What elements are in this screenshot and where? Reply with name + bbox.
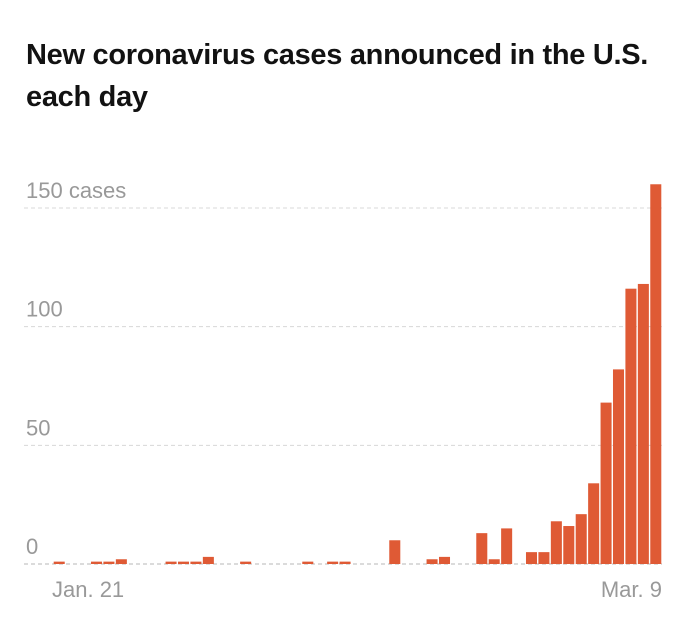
- bar-day-34: [476, 533, 488, 564]
- bar-day-31: [438, 556, 451, 564]
- bar-day-41: [563, 526, 575, 564]
- bar-day-39: [538, 552, 550, 564]
- bar-day-9: [165, 561, 177, 564]
- bar-day-22: [327, 561, 339, 564]
- x-tick-label-1: Mar. 9: [601, 577, 662, 602]
- bar-day-27: [389, 540, 401, 564]
- bar-day-15: [240, 561, 252, 564]
- y-axis-ticks: 0 50 100 150 cases: [26, 178, 126, 559]
- bar-day-40: [550, 521, 562, 564]
- gridlines: [24, 207, 662, 565]
- bar-day-11: [190, 561, 202, 564]
- bar-day-0: [53, 561, 65, 564]
- bar-day-42: [575, 514, 587, 564]
- bar-day-44: [600, 402, 612, 564]
- bar-day-4: [103, 561, 115, 564]
- y-tick-label-100: 100: [26, 297, 63, 322]
- bar-day-43: [588, 483, 600, 564]
- x-axis-ticks: Jan. 21 Mar. 9: [52, 577, 662, 602]
- bars: [53, 184, 662, 564]
- bar-day-12: [202, 556, 214, 564]
- bar-day-36: [501, 528, 513, 564]
- y-tick-label-0: 0: [26, 534, 38, 559]
- bar-day-3: [90, 561, 103, 564]
- y-tick-label-50: 50: [26, 415, 50, 440]
- bar-day-47: [637, 283, 649, 564]
- bar-day-5: [115, 559, 127, 564]
- x-tick-label-0: Jan. 21: [52, 577, 124, 602]
- chart-title: New coronavirus cases announced in the U…: [26, 39, 649, 113]
- y-tick-label-150: 150 cases: [26, 178, 126, 203]
- bar-day-35: [488, 559, 500, 564]
- bar-day-45: [612, 369, 625, 564]
- bar-day-46: [625, 288, 637, 564]
- bar-day-38: [525, 552, 538, 564]
- bar-day-48: [650, 184, 662, 564]
- bar-day-10: [177, 561, 190, 564]
- bar-day-23: [339, 561, 351, 564]
- bar-day-30: [426, 559, 438, 564]
- bar-day-20: [302, 561, 314, 564]
